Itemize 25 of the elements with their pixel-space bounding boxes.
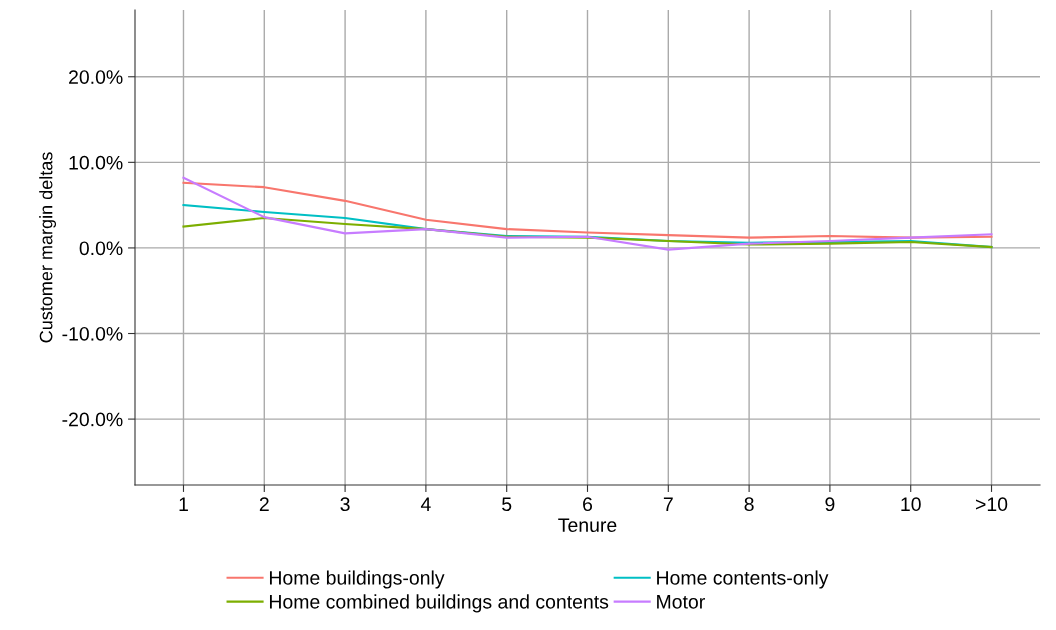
- x-tick-label: 5: [502, 497, 512, 512]
- x-axis-title: Tenure: [558, 518, 617, 532]
- x-tick-label: 7: [663, 497, 673, 511]
- y-tick-label: -10.0%: [62, 326, 123, 341]
- x-tick-label: 3: [340, 497, 350, 512]
- y-tick-label: 10.0%: [69, 155, 123, 170]
- legend-label: Home contents-only: [657, 570, 829, 589]
- x-tick-label: >10: [975, 497, 1008, 512]
- x-tick-label: 1: [179, 497, 188, 511]
- x-tick-label: 8: [744, 497, 754, 512]
- legend-label: Home combined buildings and contents: [269, 594, 609, 613]
- x-tick-label: 10: [901, 497, 921, 512]
- y-tick-label: 0.0%: [79, 241, 123, 256]
- x-tick-label: 2: [259, 497, 269, 511]
- legend-label: Motor: [657, 595, 705, 609]
- legend-label: Home buildings-only: [269, 570, 445, 589]
- y-tick-label: 20.0%: [69, 70, 123, 84]
- line-series: [182, 181, 993, 239]
- x-tick-label: 6: [583, 497, 593, 512]
- x-tick-label: 4: [420, 497, 431, 511]
- y-axis-title: Customer margin deltas: [39, 152, 57, 343]
- line-series: [182, 176, 993, 251]
- x-tick-label: 9: [825, 497, 835, 512]
- line-series: [182, 216, 993, 249]
- y-tick-label: -20.0%: [62, 412, 123, 427]
